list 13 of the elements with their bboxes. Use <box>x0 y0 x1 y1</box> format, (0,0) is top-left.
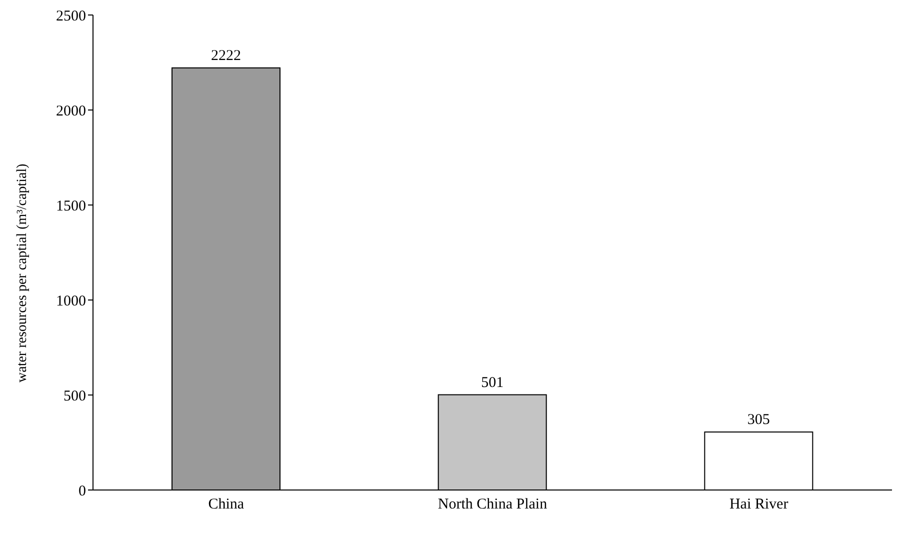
y-tick-label: 0 <box>78 483 86 500</box>
x-tick-label: North China Plain <box>438 496 548 513</box>
y-tick-label: 1000 <box>56 293 86 310</box>
data-label: 305 <box>747 412 770 428</box>
data-label: 2222 <box>211 48 241 64</box>
y-tick-label: 2000 <box>56 103 86 120</box>
y-tick-label: 1500 <box>56 198 86 214</box>
y-tick-label: 2500 <box>56 8 86 24</box>
data-label: 501 <box>481 374 504 391</box>
x-tick-label: Hai River <box>729 496 788 513</box>
x-tick-label: China <box>208 496 244 513</box>
y-axis-title: water resources per captial (m³/captial) <box>14 163 30 382</box>
y-tick-label: 500 <box>64 388 86 404</box>
